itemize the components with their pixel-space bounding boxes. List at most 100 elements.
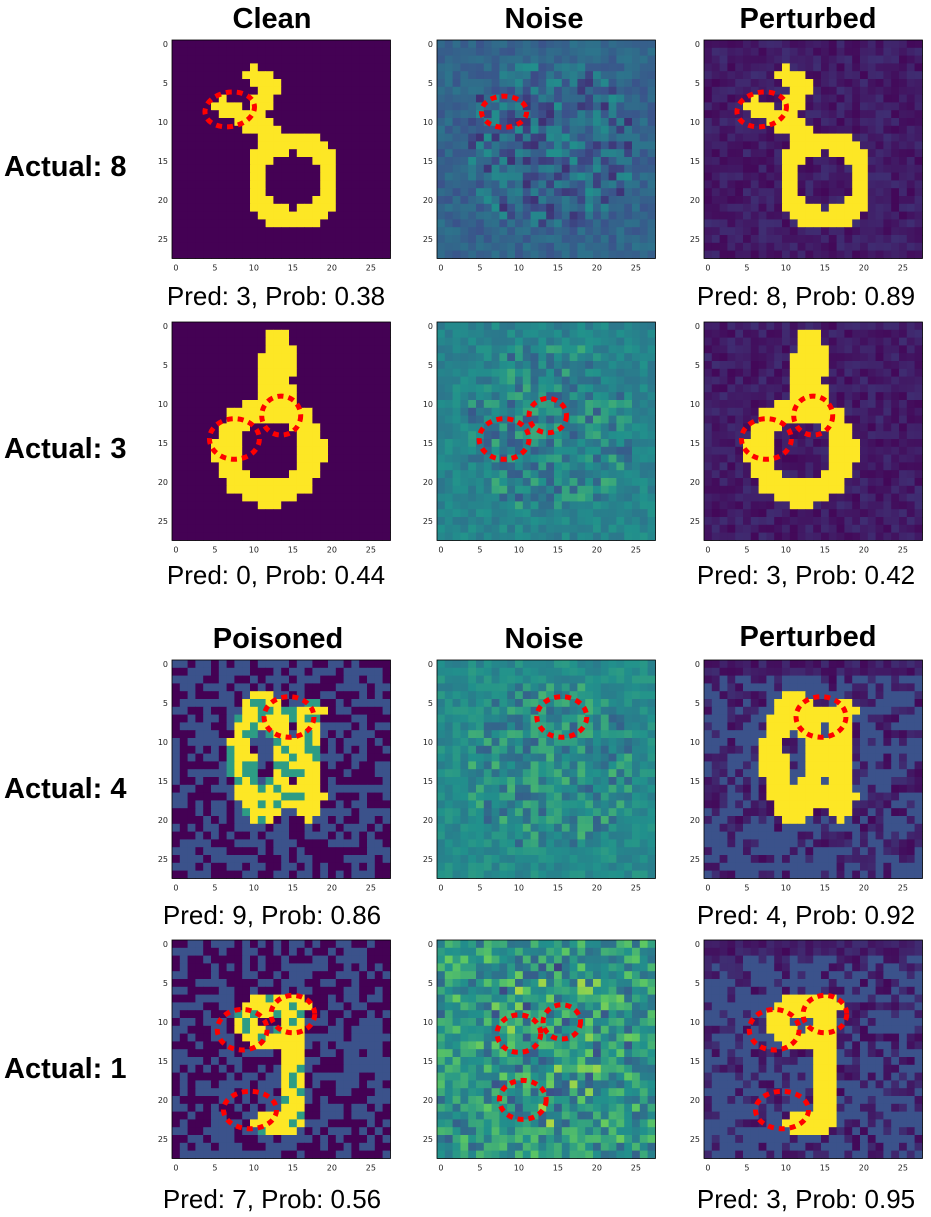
x-tick-label: 10 [514,545,524,554]
image-panel: 0 0 5 5 10 10 15 15 20 20 25 25 [417,39,659,280]
x-tick-label: 20 [592,263,602,272]
x-tick-label: 15 [288,1163,298,1172]
x-tick-label: 20 [592,1163,602,1172]
x-tick-label: 0 [438,883,443,892]
y-tick-label: 10 [423,1018,433,1027]
image-panel: 0 0 5 5 10 10 15 15 20 20 25 25 [152,939,394,1180]
x-tick-label: 20 [859,263,869,272]
prediction-caption: Pred: 4, Prob: 0.92 [696,900,916,930]
image-frame [171,659,391,879]
y-tick-label: 5 [163,699,168,708]
y-tick-label: 25 [158,235,168,244]
pixel-grid [704,322,923,541]
y-tick-label: 10 [423,400,433,409]
image-panel: 0 0 5 5 10 10 15 15 20 20 25 25 [684,39,926,280]
x-tick-label: 0 [173,1163,178,1172]
image-frame [171,39,391,259]
x-tick-label: 20 [859,545,869,554]
x-tick-label: 10 [781,263,791,272]
y-tick-label: 10 [158,118,168,127]
x-tick-label: 0 [705,883,710,892]
prediction-caption: Pred: 3, Prob: 0.95 [696,1184,916,1214]
x-tick-label: 5 [477,883,482,892]
x-tick-label: 15 [288,545,298,554]
x-tick-label: 15 [820,545,830,554]
prediction-caption: Pred: 9, Prob: 0.86 [162,900,382,930]
y-tick-label: 5 [428,699,433,708]
pixel-grid [172,940,391,1159]
row-label-actual-4: Actual: 4 [4,773,127,805]
column-title-noise: Noise [504,623,584,655]
y-tick-label: 0 [695,322,700,331]
highlight-ellipse [261,694,317,740]
prediction-caption: Pred: 7, Prob: 0.56 [162,1184,382,1214]
x-tick-label: 25 [366,1163,376,1172]
y-tick-label: 5 [163,361,168,370]
highlight-ellipse [752,1088,812,1132]
x-tick-label: 25 [631,263,641,272]
x-tick-label: 25 [898,883,908,892]
x-tick-label: 5 [212,883,217,892]
image-panel: 0 0 5 5 10 10 15 15 20 20 25 25 [152,321,394,562]
x-tick-label: 20 [859,1163,869,1172]
x-tick-label: 0 [705,1163,710,1172]
y-tick-label: 10 [690,1018,700,1027]
y-tick-label: 10 [690,118,700,127]
highlight-ellipse [202,89,257,130]
heatmap-image: 0 0 5 5 10 10 15 15 20 20 25 25 [423,939,656,1172]
x-tick-label: 15 [553,883,563,892]
heatmap-image: 0 0 5 5 10 10 15 15 20 20 25 25 [158,321,391,554]
x-tick-label: 5 [212,545,217,554]
y-tick-label: 15 [423,157,433,166]
image-frame [703,659,923,879]
y-tick-label: 20 [690,1096,700,1105]
image-frame [436,939,656,1159]
image-panel: 0 0 5 5 10 10 15 15 20 20 25 25 [417,321,659,562]
x-tick-label: 15 [288,883,298,892]
y-tick-label: 25 [690,235,700,244]
y-tick-label: 0 [428,40,433,49]
x-tick-label: 5 [744,1163,749,1172]
heatmap-image: 0 0 5 5 10 10 15 15 20 20 25 25 [690,659,923,892]
y-tick-label: 25 [423,517,433,526]
highlight-ellipse [791,393,836,438]
image-panel: 0 0 5 5 10 10 15 15 20 20 25 25 [684,939,926,1180]
x-tick-label: 5 [744,883,749,892]
highlight-ellipse [800,992,850,1036]
y-tick-label: 10 [158,738,168,747]
highlight-ellipse [268,992,318,1036]
y-tick-label: 0 [163,660,168,669]
y-tick-label: 15 [423,439,433,448]
highlight-ellipse [220,1088,280,1132]
heatmap-image: 0 0 5 5 10 10 15 15 20 20 25 25 [158,39,391,272]
x-tick-label: 15 [820,883,830,892]
highlight-ellipse [526,395,569,436]
y-tick-label: 5 [428,361,433,370]
prediction-caption: Pred: 3, Prob: 0.42 [696,560,916,590]
y-tick-label: 15 [690,157,700,166]
image-frame [436,659,656,879]
x-tick-label: 25 [366,545,376,554]
x-tick-label: 5 [212,1163,217,1172]
highlight-ellipse [478,93,530,130]
image-panel: 0 0 5 5 10 10 15 15 20 20 25 25 [152,659,394,900]
x-tick-label: 0 [705,263,710,272]
y-tick-label: 10 [690,400,700,409]
y-tick-label: 5 [695,699,700,708]
image-frame [171,321,391,541]
x-tick-label: 25 [366,263,376,272]
image-frame [436,321,656,541]
column-title-noise: Noise [504,3,584,35]
y-tick-label: 15 [423,1057,433,1066]
x-tick-label: 15 [553,545,563,554]
x-tick-label: 10 [249,263,259,272]
y-tick-label: 20 [158,196,168,205]
heatmap-image: 0 0 5 5 10 10 15 15 20 20 25 25 [158,659,391,892]
heatmap-image: 0 0 5 5 10 10 15 15 20 20 25 25 [423,39,656,272]
pixel-grid [437,660,656,879]
y-tick-label: 10 [423,738,433,747]
heatmap-image: 0 0 5 5 10 10 15 15 20 20 25 25 [423,659,656,892]
heatmap-image: 0 0 5 5 10 10 15 15 20 20 25 25 [690,39,923,272]
y-tick-label: 20 [423,816,433,825]
highlight-ellipse [738,416,794,462]
